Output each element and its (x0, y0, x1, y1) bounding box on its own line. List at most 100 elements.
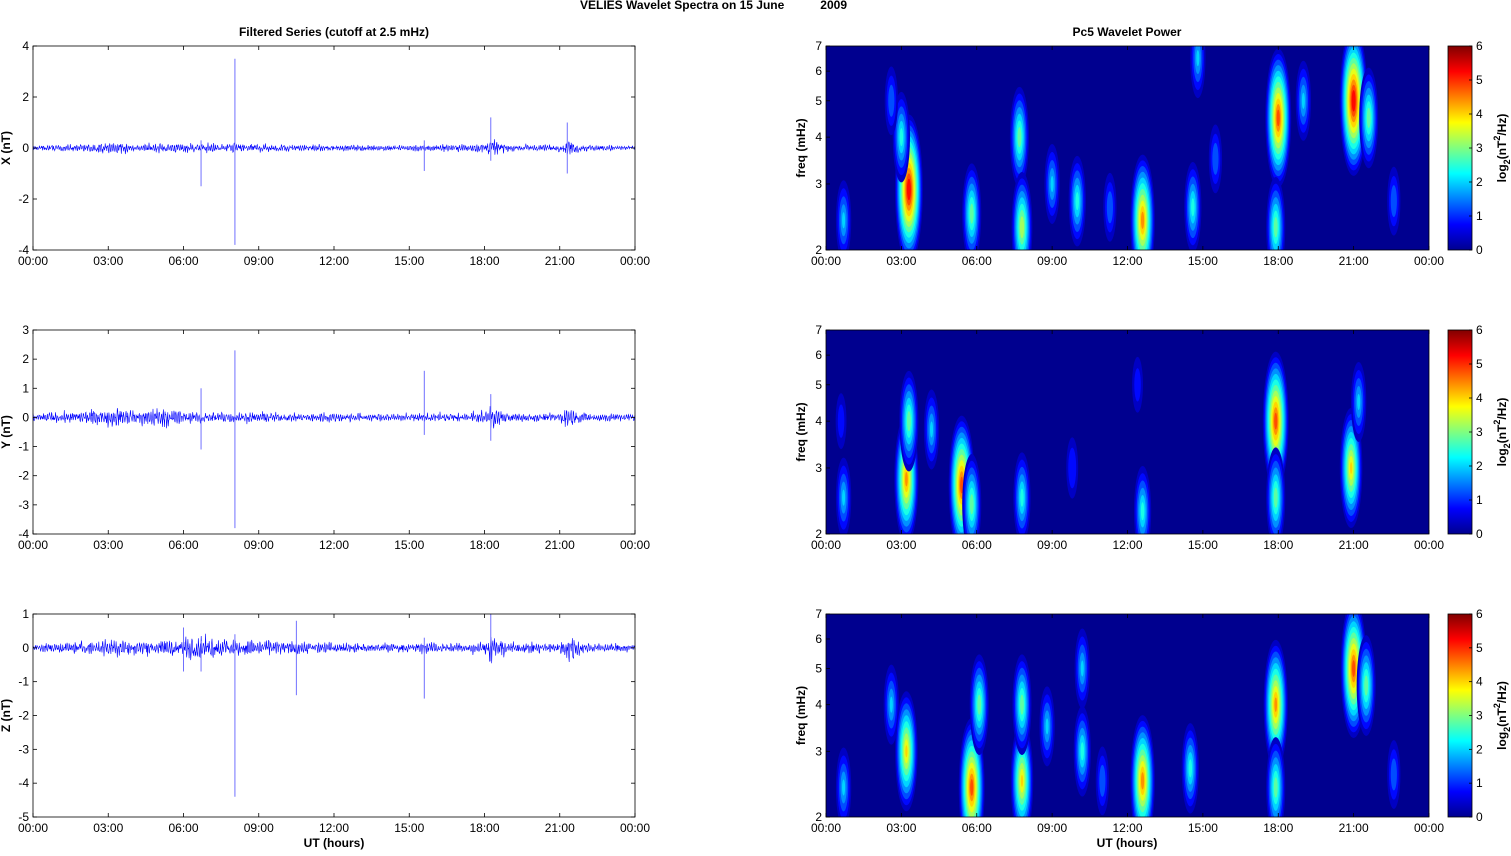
x-tick-label: 03:00 (886, 821, 916, 835)
power-contour (1273, 217, 1278, 238)
x-tick-label: 12:00 (319, 254, 349, 268)
x-tick-label: 15:00 (394, 538, 424, 552)
power-blob (1130, 715, 1155, 817)
x-tick-label: 03:00 (93, 254, 123, 268)
power-blob (1068, 155, 1086, 247)
wavelet-power-panel-y: 00:00 03:00 06:00 09:00 12:00 15:00 18:00 21:00… (794, 323, 1444, 552)
x-tick-label: 15:00 (394, 821, 424, 835)
x-tick-label: 21:00 (545, 821, 575, 835)
power-blob (1265, 48, 1292, 188)
y-tick-label: 7 (815, 323, 822, 337)
power-contour (970, 779, 974, 796)
power-blob (1103, 172, 1117, 242)
power-blob (883, 664, 899, 745)
x-tick-label: 00:00 (811, 538, 841, 552)
colorbar-tick-label: 6 (1476, 323, 1483, 337)
y-tick-label: 0 (22, 141, 29, 155)
y-tick-label: 3 (815, 177, 822, 191)
power-contour (1020, 488, 1024, 507)
y-tick-label: 7 (815, 607, 822, 621)
power-blob (1012, 654, 1032, 755)
power-contour (1045, 718, 1049, 735)
y-tick-label: 6 (815, 632, 822, 646)
y-axis-label: freq (mHz) (794, 118, 808, 177)
x-tick-label: 09:00 (1037, 538, 1067, 552)
power-contour (1301, 92, 1305, 109)
power-contour (1020, 774, 1024, 787)
power-contour (905, 745, 908, 758)
x-tick-label: 03:00 (886, 254, 916, 268)
colorbar-gradient (1447, 613, 1473, 818)
x-tick-label: 18:00 (469, 254, 499, 268)
x-tick-label: 18:00 (469, 538, 499, 552)
filtered-series-panel-y: 00:00 03:00 06:00 09:00 12:00 15:00 18:00 21:00… (0, 323, 650, 552)
x-tick-label: 12:00 (1112, 538, 1142, 552)
power-blob (835, 457, 852, 534)
right-xlabel: UT (hours) (1097, 836, 1158, 850)
power-blob (1266, 176, 1286, 250)
power-contour (842, 779, 846, 796)
y-tick-label: 5 (815, 94, 822, 108)
y-tick-label: -3 (18, 498, 29, 512)
x-tick-label: 00:00 (620, 538, 650, 552)
power-contour (1364, 675, 1369, 696)
colorbar-tick-label: 0 (1476, 243, 1483, 257)
colorbar-tick-label: 2 (1476, 459, 1483, 473)
power-contour (969, 494, 974, 515)
x-tick-label: 18:00 (1263, 821, 1293, 835)
colorbar-tick-label: 1 (1476, 209, 1483, 223)
x-tick-label: 09:00 (1037, 254, 1067, 268)
x-tick-label: 06:00 (962, 254, 992, 268)
colorbar-tick-label: 5 (1476, 357, 1483, 371)
y-tick-label: 2 (815, 243, 822, 257)
power-contour (960, 476, 964, 494)
colorbar-tick-label: 2 (1476, 175, 1483, 189)
power-contour (1274, 697, 1278, 712)
heatmap-background (826, 614, 1429, 817)
power-blob (835, 747, 852, 817)
x-tick-label: 00:00 (1414, 821, 1444, 835)
power-blob (1387, 740, 1401, 809)
power-contour (1106, 191, 1114, 224)
y-tick-label: 2 (22, 90, 29, 104)
colorbar-tick-label: 3 (1476, 141, 1483, 155)
power-contour (1017, 127, 1022, 148)
power-blob (1350, 361, 1367, 442)
y-tick-label: 6 (815, 348, 822, 362)
x-tick-label: 12:00 (319, 538, 349, 552)
power-blob (1095, 746, 1110, 816)
power-contour (1050, 175, 1054, 192)
y-tick-label: 3 (815, 461, 822, 475)
y-tick-label: -2 (18, 469, 29, 483)
power-blob (899, 370, 919, 472)
y-tick-label: 4 (22, 39, 29, 53)
colorbar-tick-label: 4 (1476, 391, 1483, 405)
power-blob (1011, 172, 1033, 250)
colorbar-tick-label: 0 (1476, 527, 1483, 541)
power-blob (1356, 635, 1376, 736)
power-blob (1013, 452, 1031, 534)
power-blob (1266, 447, 1286, 534)
figure-title: VELIES Wavelet Spectra on 15 June 2009 (580, 0, 847, 12)
power-contour (889, 696, 893, 713)
heatmap-area (826, 614, 1429, 817)
y-tick-label: 0 (22, 410, 29, 424)
y-tick-label: 1 (22, 607, 29, 621)
y-axis-label: Z (nT) (0, 699, 13, 732)
power-contour (1068, 447, 1077, 489)
heatmap-background (826, 46, 1429, 250)
power-contour (1099, 764, 1106, 797)
series-line-z (32, 633, 636, 664)
x-tick-label: 12:00 (1112, 821, 1142, 835)
x-tick-label: 06:00 (962, 538, 992, 552)
left-column-title: Filtered Series (cutoff at 2.5 mHz) (239, 25, 429, 39)
y-axis-label: freq (mHz) (794, 686, 808, 745)
power-blob (1009, 86, 1029, 188)
power-contour (1134, 368, 1141, 402)
x-tick-label: 15:00 (1188, 254, 1218, 268)
power-contour (1080, 742, 1084, 761)
colorbar-tick-label: 3 (1476, 425, 1483, 439)
x-tick-label: 00:00 (811, 254, 841, 268)
power-blob (962, 163, 982, 250)
power-blob (884, 66, 898, 136)
